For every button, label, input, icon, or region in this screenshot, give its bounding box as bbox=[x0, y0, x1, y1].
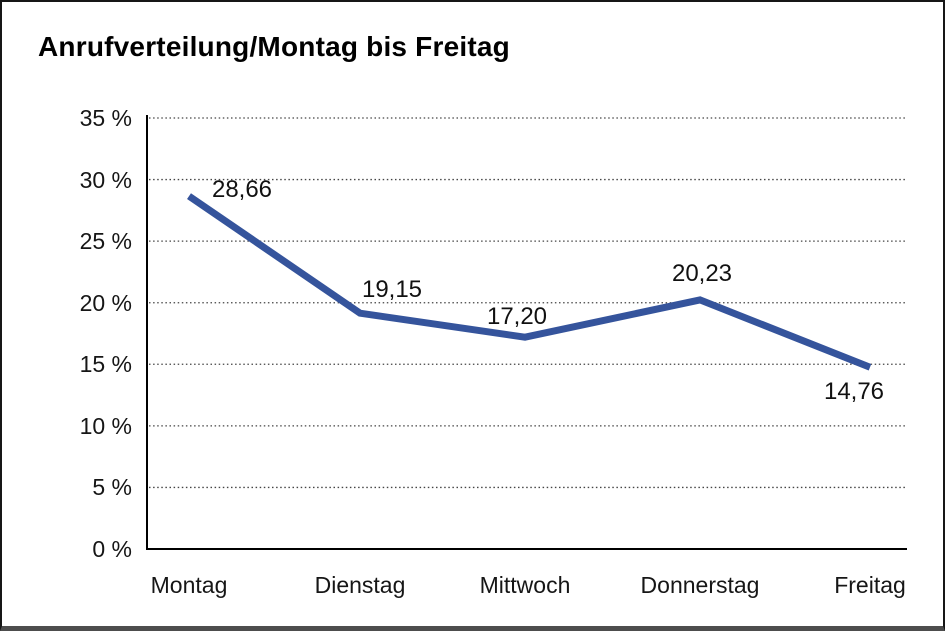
y-tick-label: 5 % bbox=[92, 474, 132, 501]
y-tick-label: 30 % bbox=[79, 166, 132, 193]
data-point-label: 20,23 bbox=[671, 259, 733, 287]
data-line-anrufverteilung bbox=[187, 193, 872, 371]
x-axis-label-freitag: Freitag bbox=[834, 572, 906, 598]
y-tick-label: 35 % bbox=[79, 105, 132, 131]
x-axis-label-dienstag: Dienstag bbox=[314, 572, 406, 598]
chart-title: Anrufverteilung/Montag bis Freitag bbox=[38, 31, 510, 62]
data-point-label: 17,20 bbox=[486, 303, 548, 331]
data-point-label: 14,76 bbox=[823, 378, 885, 406]
x-axis-label-donnerstag: Donnerstag bbox=[640, 572, 760, 598]
y-tick-label: 10 % bbox=[79, 412, 132, 439]
y-tick-label: 20 % bbox=[79, 289, 132, 316]
data-point-label: 19,15 bbox=[361, 276, 423, 304]
y-tick-label: 15 % bbox=[79, 351, 132, 378]
y-tick-label: 0 % bbox=[92, 536, 132, 562]
x-axis-label-montag: Montag bbox=[150, 572, 228, 598]
y-tick-label: 25 % bbox=[79, 228, 132, 255]
data-point-label: 28,66 bbox=[211, 176, 273, 204]
x-axis-label-mittwoch: Mittwoch bbox=[479, 572, 571, 598]
